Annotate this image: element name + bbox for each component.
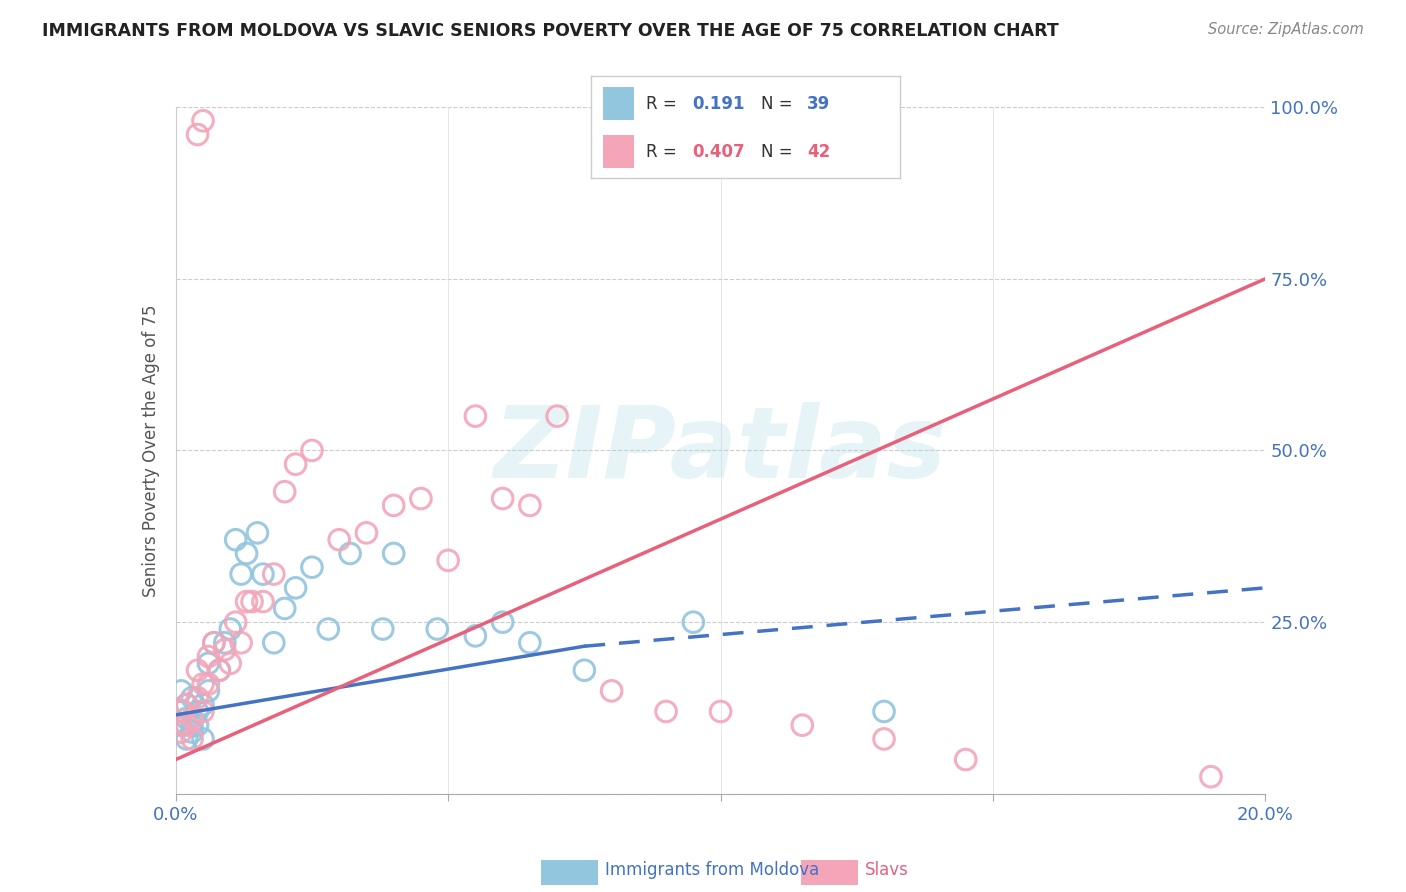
Point	[873, 731, 896, 746]
Point	[356, 525, 378, 540]
Point	[197, 657, 219, 671]
Point	[873, 705, 896, 719]
Point	[263, 567, 285, 582]
Point	[225, 615, 247, 630]
Point	[186, 705, 209, 719]
Text: 0.191: 0.191	[693, 95, 745, 112]
Point	[600, 683, 623, 698]
Y-axis label: Seniors Poverty Over the Age of 75: Seniors Poverty Over the Age of 75	[142, 304, 160, 597]
Text: Immigrants from Moldova: Immigrants from Moldova	[605, 861, 818, 879]
Point	[519, 636, 541, 650]
Point	[274, 484, 297, 499]
Point	[574, 663, 596, 677]
Point	[284, 581, 307, 595]
Point	[208, 663, 231, 677]
Point	[176, 711, 198, 725]
Point	[176, 698, 198, 712]
Point	[301, 560, 323, 574]
Point	[181, 690, 204, 705]
Point	[170, 725, 193, 739]
Text: Slavs: Slavs	[865, 861, 908, 879]
Point	[170, 718, 193, 732]
Point	[181, 731, 204, 746]
Point	[682, 615, 704, 630]
Point	[170, 718, 193, 732]
Text: 42: 42	[807, 143, 831, 161]
FancyBboxPatch shape	[603, 87, 634, 120]
Point	[191, 113, 214, 128]
Point	[186, 718, 209, 732]
Point	[252, 567, 274, 582]
Point	[186, 663, 209, 677]
Point	[426, 622, 449, 636]
Point	[339, 546, 361, 561]
Point	[214, 642, 236, 657]
Point	[301, 443, 323, 458]
Point	[464, 629, 486, 643]
Point	[197, 649, 219, 664]
Point	[382, 499, 405, 513]
Point	[246, 525, 269, 540]
Text: Source: ZipAtlas.com: Source: ZipAtlas.com	[1208, 22, 1364, 37]
Point	[170, 683, 193, 698]
Point	[955, 753, 977, 767]
Point	[710, 705, 733, 719]
Point	[176, 731, 198, 746]
Point	[186, 690, 209, 705]
Point	[382, 546, 405, 561]
Point	[231, 567, 253, 582]
Point	[252, 594, 274, 608]
Point	[197, 683, 219, 698]
Point	[492, 615, 515, 630]
Point	[437, 553, 460, 567]
Point	[176, 698, 198, 712]
Point	[409, 491, 432, 506]
Text: IMMIGRANTS FROM MOLDOVA VS SLAVIC SENIORS POVERTY OVER THE AGE OF 75 CORRELATION: IMMIGRANTS FROM MOLDOVA VS SLAVIC SENIOR…	[42, 22, 1059, 40]
Point	[328, 533, 350, 547]
Point	[191, 731, 214, 746]
Point	[170, 705, 193, 719]
Point	[225, 533, 247, 547]
FancyBboxPatch shape	[603, 136, 634, 168]
Point	[1199, 770, 1222, 784]
Text: R =: R =	[647, 95, 682, 112]
Point	[191, 698, 214, 712]
Point	[219, 657, 242, 671]
Point	[492, 491, 515, 506]
Point	[170, 705, 193, 719]
Point	[235, 546, 257, 561]
Point	[546, 409, 568, 423]
Point	[176, 718, 198, 732]
Point	[240, 594, 263, 608]
Point	[274, 601, 297, 615]
Point	[263, 636, 285, 650]
Point	[202, 636, 225, 650]
Point	[371, 622, 394, 636]
Point	[235, 594, 257, 608]
Text: ZIPatlas: ZIPatlas	[494, 402, 948, 499]
Text: 39: 39	[807, 95, 831, 112]
Point	[186, 128, 209, 142]
Text: R =: R =	[647, 143, 682, 161]
Point	[231, 636, 253, 650]
Point	[208, 663, 231, 677]
Point	[181, 711, 204, 725]
Point	[181, 725, 204, 739]
Point	[464, 409, 486, 423]
Point	[519, 499, 541, 513]
Point	[214, 636, 236, 650]
Text: 0.407: 0.407	[693, 143, 745, 161]
Text: N =: N =	[761, 143, 797, 161]
Point	[655, 705, 678, 719]
Text: N =: N =	[761, 95, 797, 112]
Point	[284, 457, 307, 471]
Point	[318, 622, 340, 636]
Point	[219, 622, 242, 636]
Point	[191, 677, 214, 691]
Point	[792, 718, 814, 732]
Point	[191, 705, 214, 719]
Point	[181, 718, 204, 732]
Point	[202, 636, 225, 650]
Point	[197, 677, 219, 691]
